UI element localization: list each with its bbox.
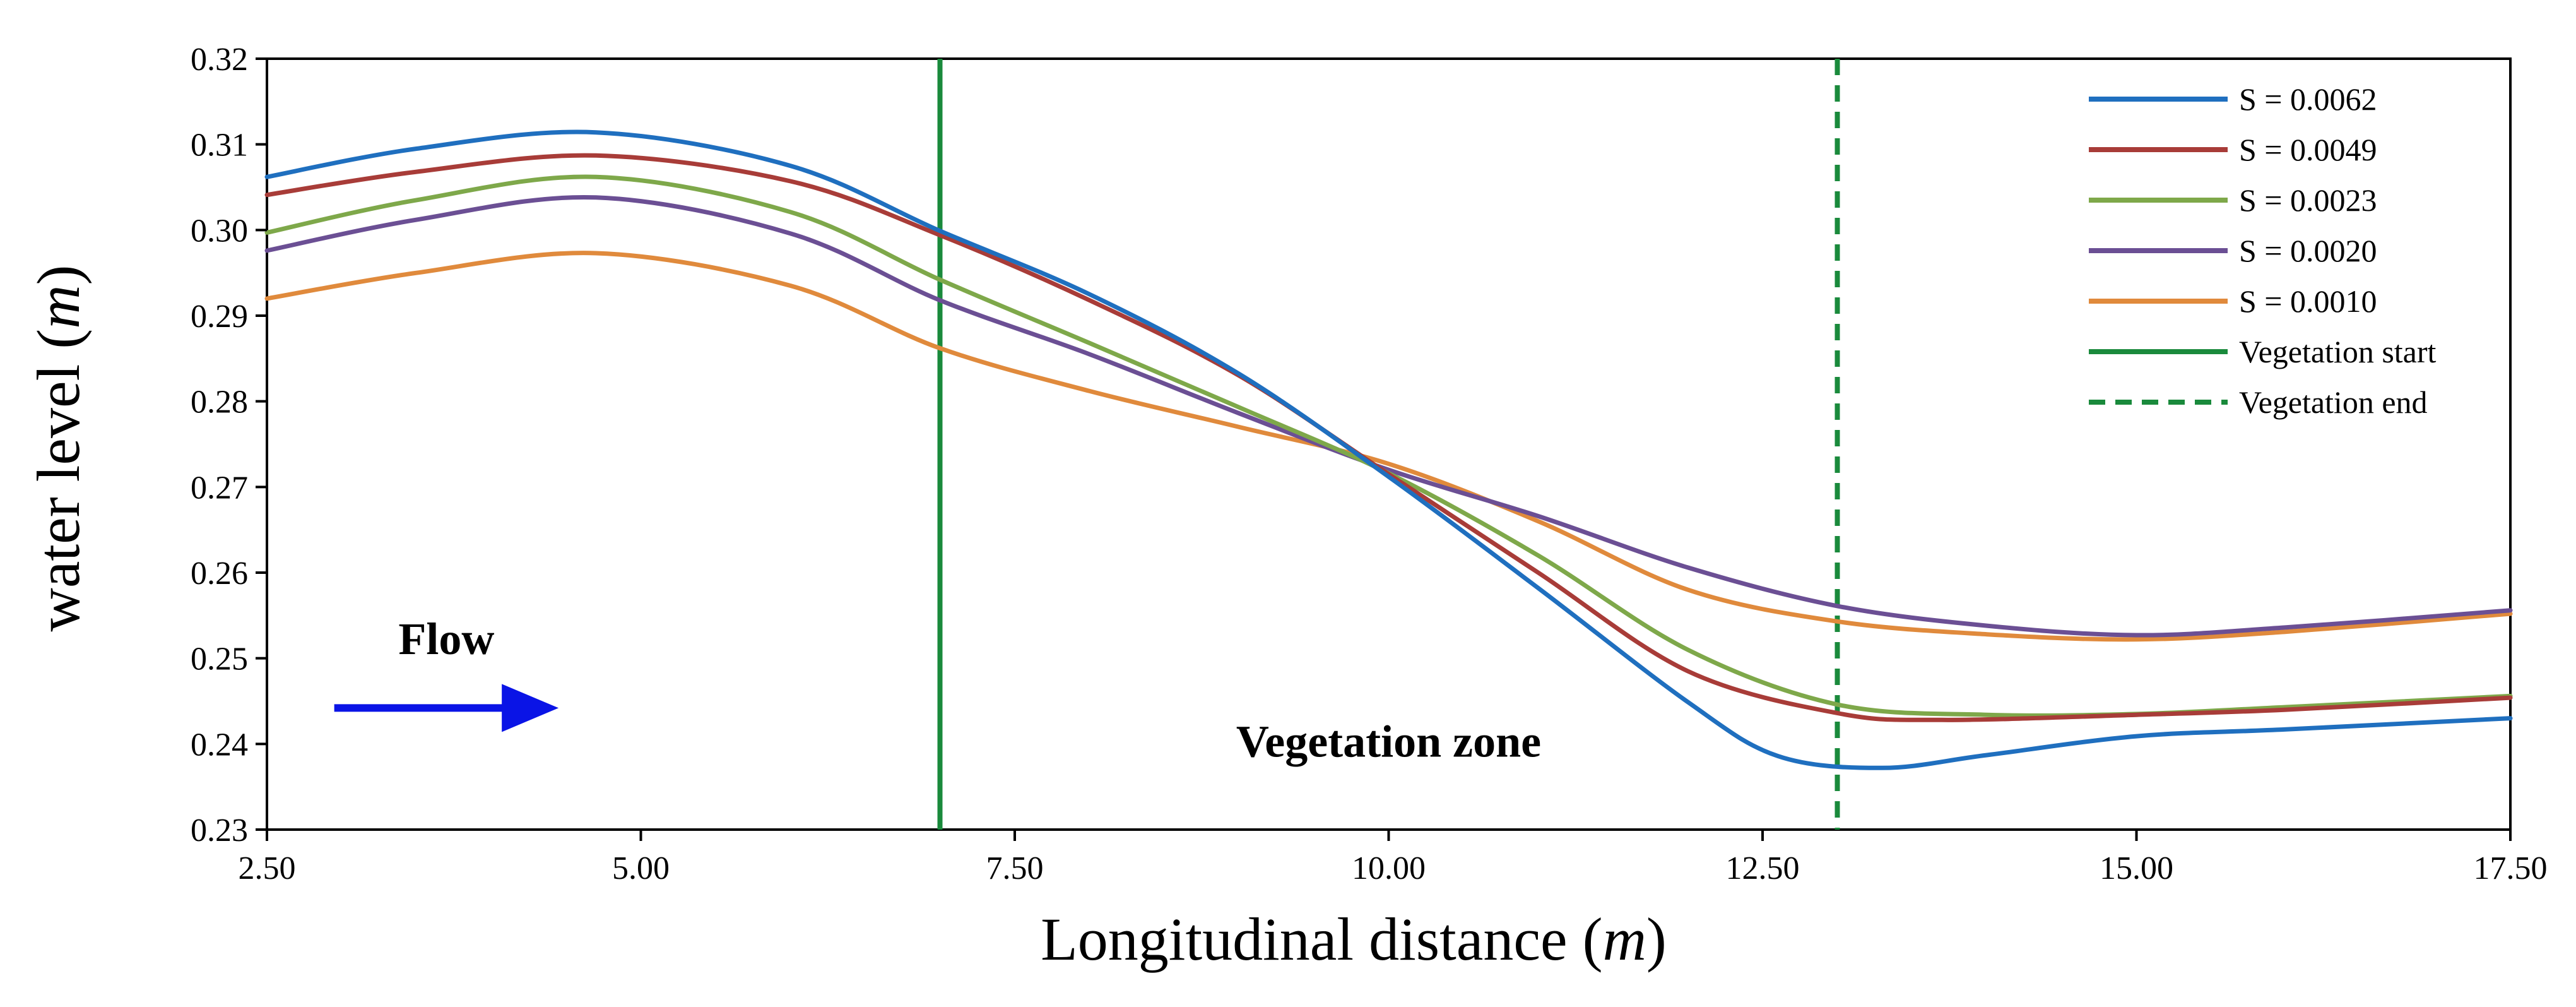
series-lines [264,129,2513,770]
x-tick-label: 2.50 [239,850,296,886]
y-tick-label: 0.28 [191,384,248,420]
x-axis-ticks: 2.50 5.00 7.50 10.00 12.50 15.00 17.50 [239,830,2548,886]
x-tick-label: 7.50 [986,850,1044,886]
y-tick-label: 0.23 [191,813,248,849]
series-line-4 [264,194,2513,638]
x-tick-label: 17.50 [2474,850,2548,886]
vegetation-lines [937,59,1840,830]
y-tick-label: 0.27 [191,470,248,506]
legend-label-series-2: S = 0.0049 [2239,132,2377,167]
y-tick-label: 0.32 [191,42,248,78]
y-tick-label: 0.30 [191,213,248,249]
legend-label-series-1: S = 0.0062 [2239,81,2377,117]
x-tick-label: 12.50 [1726,850,1800,886]
x-tick-label: 5.00 [612,850,670,886]
legend-label-series-4: S = 0.0020 [2239,233,2377,268]
legend-label-series-5: S = 0.0010 [2239,283,2377,319]
y-axis-title: water level (m) [25,265,92,631]
y-tick-label: 0.29 [191,299,248,335]
y-tick-label: 0.31 [191,128,248,164]
legend: S = 0.0062 S = 0.0049 S = 0.0023 S = 0.0020… [2089,81,2437,420]
x-tick-label: 15.00 [2100,850,2173,886]
annotations: Flow Vegetation zone [334,614,1541,767]
vegetation-zone-label: Vegetation zone [1236,717,1541,767]
flow-arrow-head-icon [502,684,559,732]
y-tick-label: 0.24 [191,727,248,763]
series-line-1 [264,129,2513,770]
series-line-5 [264,251,2513,642]
y-tick-label: 0.26 [191,556,248,592]
legend-label-vegetation-end: Vegetation end [2239,384,2428,420]
legend-label-vegetation-start: Vegetation start [2239,334,2437,369]
legend-label-series-3: S = 0.0023 [2239,182,2377,218]
y-axis-ticks: 0.23 0.24 0.25 0.26 0.27 0.28 0.29 0.30 0.31 0.32 [191,42,267,849]
y-tick-label: 0.25 [191,641,248,677]
x-axis-title: Longitudinal distance (m) [1041,905,1667,973]
flow-label: Flow [398,614,494,664]
x-tick-label: 10.00 [1352,850,1426,886]
